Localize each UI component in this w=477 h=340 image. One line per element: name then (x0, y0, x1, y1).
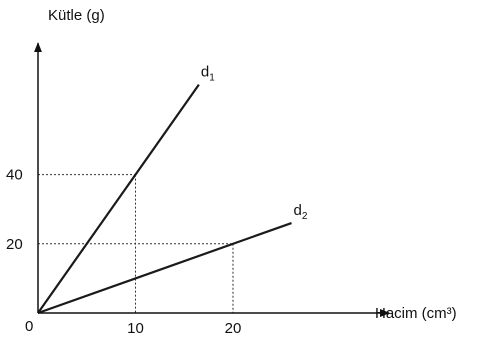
y-tick-label-20: 20 (6, 236, 23, 253)
y-tick-label-40: 40 (6, 167, 23, 184)
series-label-d1: d1 (201, 64, 215, 84)
x-axis-label: Hacim (cm³) (375, 305, 457, 322)
guide-lines (38, 174, 234, 313)
axes (34, 42, 390, 317)
origin-label: 0 (25, 318, 33, 335)
series-line-d2 (37, 222, 292, 315)
series-label-d2: d2 (294, 202, 308, 222)
x-tick-label-10: 10 (127, 320, 144, 335)
series-line-d1 (37, 84, 200, 314)
tick-labels: 10 20 20 40 (6, 167, 242, 337)
y-axis-label: Kütle (g) (48, 7, 105, 24)
x-tick-label-20: 20 (225, 320, 242, 335)
series-lines: d1 d2 (37, 64, 308, 315)
